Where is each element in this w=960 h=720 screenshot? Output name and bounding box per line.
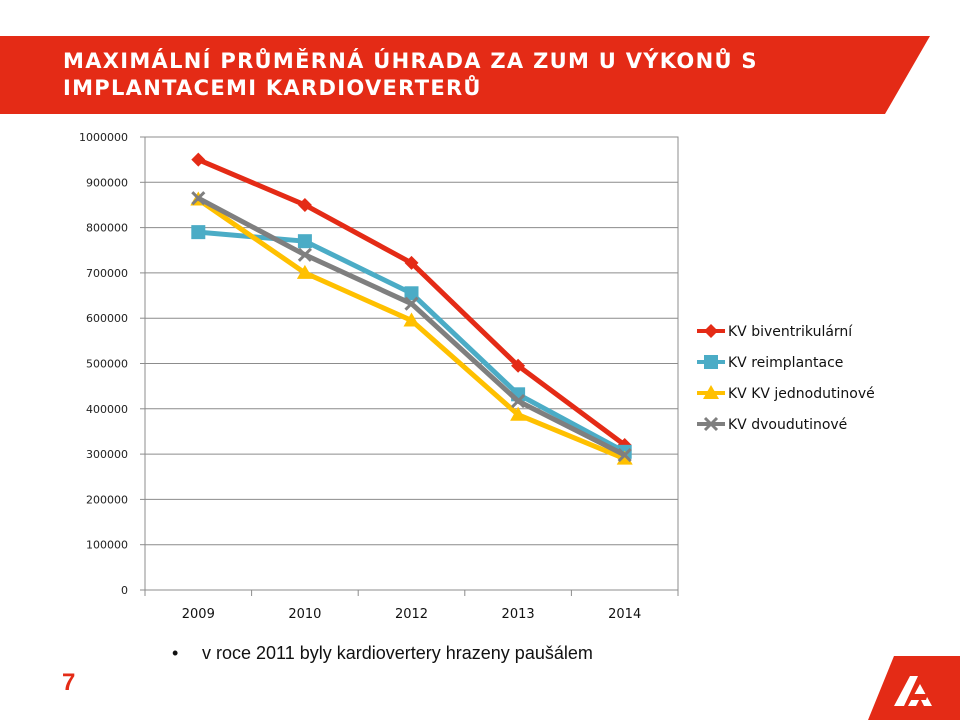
data-point [510,406,527,421]
x-tick-label: 2009 [182,607,215,622]
y-tick-label: 300000 [86,448,128,461]
data-point [616,450,633,465]
y-tick-label: 1000000 [79,131,128,144]
y-tick-label: 600000 [86,312,128,325]
y-tick-label: 700000 [86,267,128,280]
y-tick-label: 400000 [86,403,128,416]
x-tick-label: 2013 [502,607,535,622]
y-tick-label: 200000 [86,493,128,506]
bullet-text: v roce 2011 byly kardiovertery hrazeny p… [202,643,593,663]
data-point [511,358,526,373]
data-point [191,152,206,167]
data-point [404,255,419,270]
x-tick-label: 2014 [608,607,641,622]
data-point [191,225,206,240]
bullet-icon: • [172,643,179,663]
data-point [511,394,526,409]
data-point [297,234,312,249]
x-tick-label: 2010 [288,607,321,622]
x-tick-label: 2012 [395,607,428,622]
legend-marker [704,324,718,338]
y-tick-label: 100000 [86,539,128,552]
data-point [297,247,312,262]
data-point [191,191,206,206]
page-number: 7 [62,669,76,696]
y-tick-label: 900000 [86,176,128,189]
data-point [617,447,632,463]
y-tick-label: 800000 [86,222,128,235]
slide-title: MAXIMÁLNÍ PRŮMĚRNÁ ÚHRADA ZA ZUM U VÝKON… [63,49,758,100]
y-tick-label: 0 [121,584,128,597]
legend-marker [704,355,718,369]
legend-label: KV KV jednodutinové [728,386,875,402]
title-banner [0,36,930,114]
legend-label: KV reimplantace [728,355,843,371]
data-point [403,312,420,327]
legend-marker [703,385,719,399]
data-point [296,264,313,279]
legend-label: KV biventrikulární [728,324,853,340]
legend-label: KV dvoudutinové [728,417,847,433]
y-tick-label: 500000 [86,358,128,371]
data-point [297,197,312,212]
bullet-note: • v roce 2011 byly kardiovertery hrazeny … [172,643,593,664]
data-point [404,296,419,311]
data-point [404,286,419,301]
legend-marker [703,416,719,432]
